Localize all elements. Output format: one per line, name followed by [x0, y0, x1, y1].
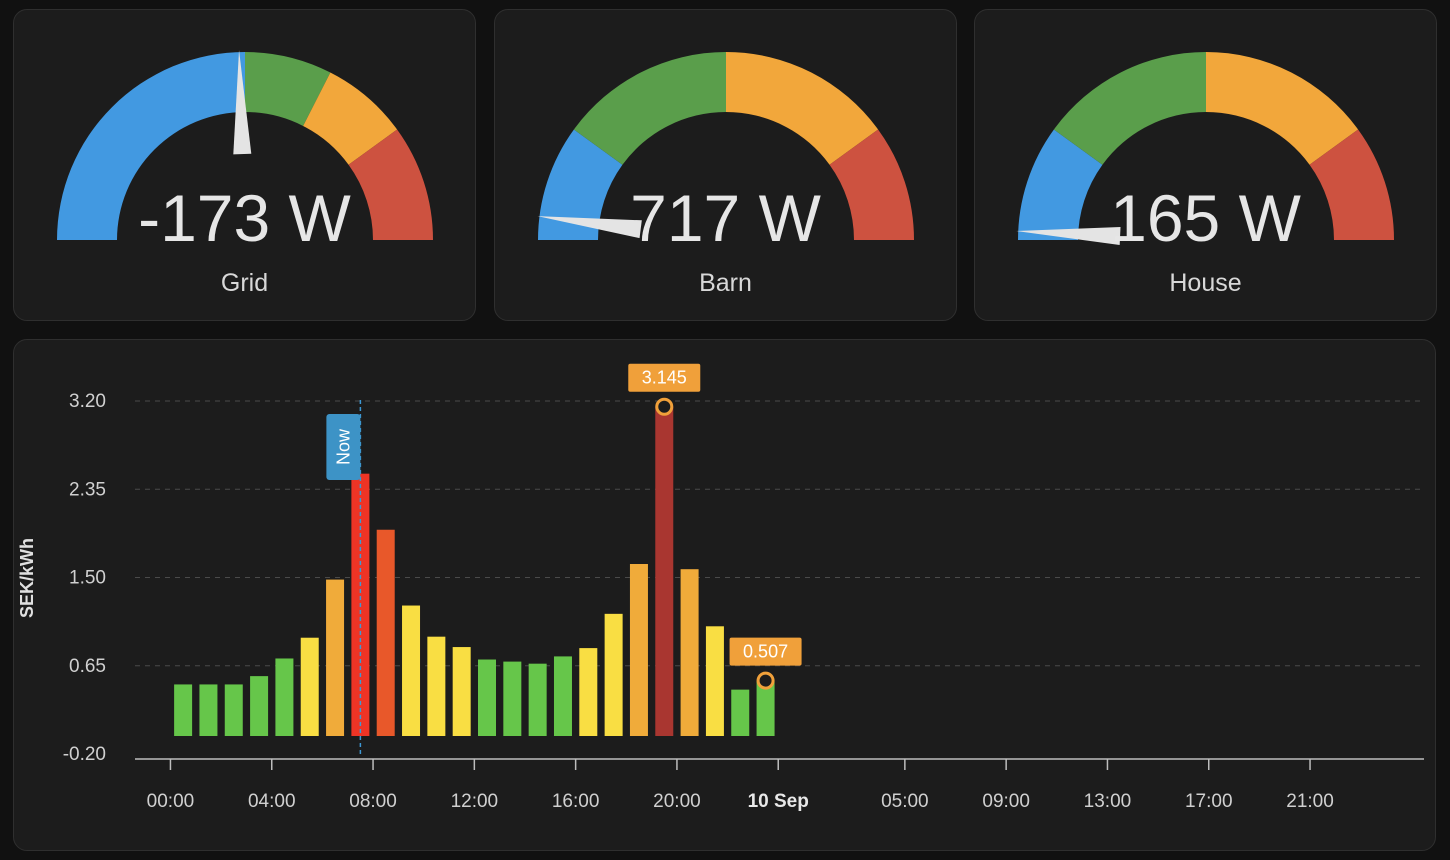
- price-bar[interactable]: [376, 529, 395, 736]
- now-badge: [326, 414, 361, 480]
- price-bar[interactable]: [655, 406, 674, 736]
- gauge-segment: [348, 129, 433, 240]
- x-tick-label: 13:00: [1084, 791, 1132, 812]
- price-chart-card: 3.20 2.35 1.50 0.65 -0.20 SEK/kWh 00:00 04:00 08…: [13, 339, 1436, 851]
- price-bar[interactable]: [604, 613, 623, 736]
- gauge-card-grid[interactable]: -173 W Grid: [13, 9, 476, 321]
- gauge-segment: [829, 129, 914, 240]
- gauge-house: [1016, 52, 1394, 245]
- gauge-grid: [57, 50, 433, 240]
- y-tick-label: 2.35: [69, 479, 106, 500]
- gauge-card-barn[interactable]: 717 W Barn: [494, 9, 957, 321]
- gauge-segment: [573, 52, 726, 165]
- annotation-marker[interactable]: [655, 397, 674, 416]
- annotation-label: 0.507: [743, 642, 788, 662]
- x-tick-label: 05:00: [881, 791, 929, 812]
- gauge-segment: [1053, 52, 1206, 165]
- x-tick-label: 20:00: [653, 791, 701, 812]
- price-chart[interactable]: 3.20 2.35 1.50 0.65 -0.20 SEK/kWh 00:00 04:00 08…: [14, 340, 1437, 852]
- x-tick-label: 10 Sep: [748, 791, 809, 812]
- y-tick-label: 0.65: [69, 656, 106, 677]
- price-bar[interactable]: [402, 605, 421, 736]
- price-bar[interactable]: [275, 658, 294, 736]
- price-bar[interactable]: [452, 647, 471, 736]
- annotation-badge: [729, 637, 802, 666]
- gauge-label: House: [1169, 269, 1242, 297]
- x-tick-label: 00:00: [147, 791, 195, 812]
- x-tick-label: 17:00: [1185, 791, 1233, 812]
- y-tick-label: -0.20: [63, 744, 106, 765]
- price-bar[interactable]: [629, 564, 648, 736]
- price-bar[interactable]: [224, 684, 243, 736]
- gauge-label: Barn: [699, 269, 752, 297]
- price-bar[interactable]: [478, 659, 497, 736]
- gauge-needle: [1016, 226, 1121, 245]
- gauge-segment: [538, 129, 623, 240]
- gauge-label: Grid: [220, 269, 269, 297]
- price-bar[interactable]: [756, 680, 775, 736]
- gauge-segment: [726, 52, 879, 165]
- x-tick-label: 16:00: [552, 791, 600, 812]
- now-label: Now: [333, 428, 353, 465]
- price-bar[interactable]: [199, 684, 218, 736]
- price-bar[interactable]: [553, 656, 572, 736]
- price-bar[interactable]: [174, 684, 193, 736]
- annotation-badge: [628, 363, 701, 392]
- x-tick-label: 04:00: [248, 791, 296, 812]
- price-bar[interactable]: [705, 626, 724, 736]
- gauge-card-house[interactable]: 165 W House: [974, 9, 1437, 321]
- price-bar[interactable]: [427, 636, 446, 736]
- price-bar[interactable]: [680, 569, 699, 736]
- gauge-segment: [1018, 129, 1103, 240]
- gauge-segment: [1309, 129, 1394, 240]
- y-tick-label: 1.50: [69, 568, 106, 589]
- x-tick-label: 21:00: [1286, 791, 1334, 812]
- price-bar[interactable]: [731, 689, 750, 736]
- gauge-needle: [233, 50, 252, 155]
- annotation-label: 3.145: [642, 368, 687, 388]
- annotation-marker[interactable]: [756, 671, 775, 690]
- price-bar[interactable]: [326, 579, 345, 736]
- y-tick-label: 3.20: [69, 391, 106, 412]
- gauge-segment: [1206, 52, 1359, 165]
- price-bar[interactable]: [528, 663, 547, 736]
- y-axis-title: SEK/kWh: [17, 538, 37, 618]
- x-tick-label: 08:00: [349, 791, 397, 812]
- price-bar[interactable]: [579, 648, 598, 736]
- price-bar[interactable]: [250, 676, 269, 736]
- gauge-needle: [537, 216, 642, 239]
- gauge-segment: [57, 52, 245, 240]
- x-tick-label: 12:00: [451, 791, 499, 812]
- price-bar[interactable]: [300, 637, 319, 736]
- x-tick-label: 09:00: [982, 791, 1030, 812]
- gauge-segment: [245, 52, 331, 126]
- gauge-barn: [537, 52, 914, 240]
- gauge-segment: [303, 72, 398, 165]
- price-bar[interactable]: [503, 661, 522, 736]
